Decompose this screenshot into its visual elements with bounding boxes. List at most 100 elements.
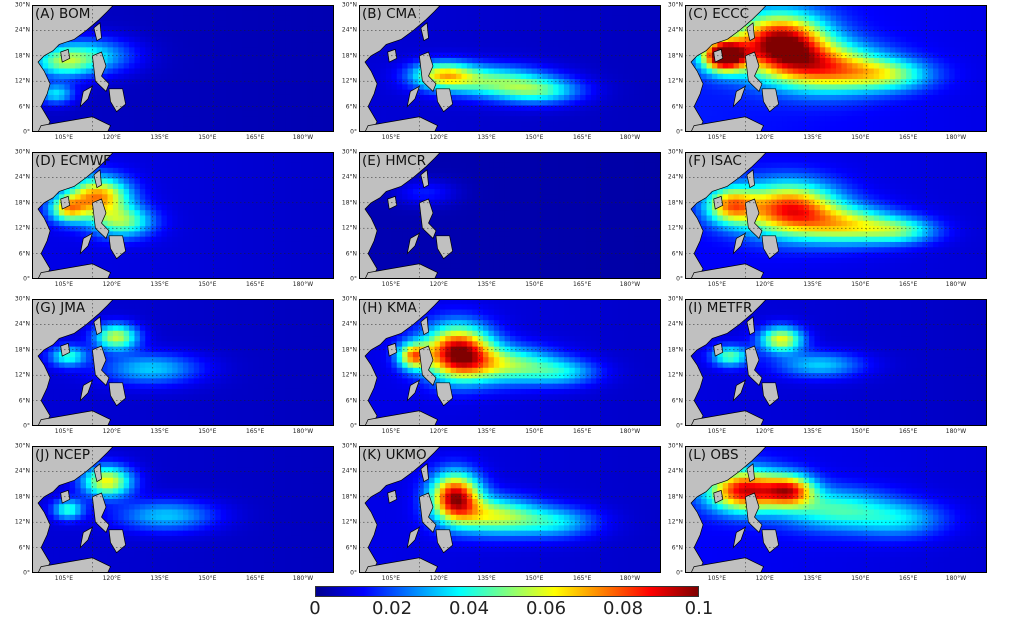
land-shape [435,529,453,554]
map-panel: (B) CMA [359,5,661,132]
panel-label: (L) OBS [688,447,739,463]
lon-tick-label: 150°E [198,134,217,141]
panel-label: (C) ECCC [688,6,750,22]
land-shape [685,152,767,279]
density-field [685,299,987,426]
lon-tick-label: 135°E [150,428,169,435]
colorbar-tick: 0.1 [684,598,714,619]
density-map [32,446,334,573]
lon-tick-label: 165°E [573,575,592,582]
lon-tick-label: 165°E [246,575,265,582]
lat-tick-label: 6°N [18,544,30,552]
land-shape [359,446,441,573]
density-map [359,152,661,279]
lat-tick-label: 18°N [14,493,30,501]
lon-tick-label: 150°E [851,134,870,141]
land-shape [406,232,421,255]
land-shape [79,379,94,402]
lat-tick-label: 0° [350,422,357,430]
lon-tick-label: 105°E [54,428,74,435]
land-shape [79,85,94,108]
lat-tick-label: 30°N [667,295,683,303]
lat-tick-label: 18°N [341,493,357,501]
lon-tick-label: 150°E [525,134,544,141]
land-shape [746,169,755,189]
lat-tick-label: 24°N [667,467,683,475]
lon-tick-label: 120°E [429,428,448,435]
panel-label: (J) NCEP [35,447,91,463]
lat-tick-label: 30°N [14,148,30,156]
land-shape [746,22,755,42]
lon-tick-label: 120°E [429,134,448,141]
lon-tick-label: 120°E [429,281,448,288]
density-map [685,5,987,132]
panel-label: (G) JMA [35,300,86,316]
land-shape [406,85,421,108]
lat-tick-label: 6°N [18,250,30,258]
lon-tick-label: 105°E [381,575,401,582]
lon-tick-label: 105°E [707,134,727,141]
lat-tick-label: 18°N [14,199,30,207]
lon-tick-label: 105°E [54,281,74,288]
lat-tick-label: 6°N [345,250,357,258]
lon-tick-label: 120°E [755,134,774,141]
land-shape [420,463,429,483]
lat-tick-label: 24°N [14,173,30,181]
lat-tick-label: 0° [350,128,357,136]
land-shape [32,5,114,132]
lat-tick-label: 18°N [341,199,357,207]
land-shape [685,299,767,426]
lat-tick-label: 30°N [341,1,357,9]
lon-tick-label: 105°E [707,281,727,288]
land-shape [761,529,779,554]
land-shape [732,232,747,255]
lat-tick-label: 0° [350,569,357,577]
land-mask [685,5,779,132]
land-shape [745,51,763,93]
map-panel: (E) HMCR [359,152,661,279]
lat-tick-label: 0° [676,275,683,283]
land-shape [93,22,102,42]
land-mask [359,152,453,279]
map-panel: (D) ECMWF [32,152,334,279]
lon-tick-label: 120°E [755,575,774,582]
lon-tick-label: 165°E [246,428,265,435]
lat-tick-label: 12°N [341,518,357,526]
lat-tick-label: 0° [350,275,357,283]
lon-tick-label: 105°E [54,134,74,141]
lon-tick-label: 120°E [102,575,121,582]
lon-tick-label: 120°E [755,281,774,288]
lon-tick-label: 135°E [477,281,496,288]
land-shape [406,526,421,549]
land-shape [435,88,453,113]
land-mask [359,446,453,573]
land-shape [419,51,437,93]
lon-tick-label: 135°E [150,134,169,141]
lat-tick-label: 0° [23,422,30,430]
land-mask [685,299,779,426]
gridlines [359,299,661,426]
density-map [685,152,987,279]
gridlines [32,152,334,279]
lat-tick-label: 24°N [341,26,357,34]
lon-tick-label: 150°E [851,428,870,435]
map-panel: (C) ECCC [685,5,987,132]
land-mask [32,446,126,573]
lon-tick-label: 150°E [851,575,870,582]
lat-tick-label: 6°N [671,250,683,258]
lon-tick-label: 135°E [477,575,496,582]
land-shape [79,526,94,549]
lon-tick-label: 165°E [573,281,592,288]
land-shape [364,263,438,279]
lat-tick-label: 18°N [667,52,683,60]
land-shape [108,235,126,260]
land-shape [359,5,441,132]
lon-tick-label: 150°E [198,281,217,288]
lat-tick-label: 24°N [341,320,357,328]
lat-tick-label: 24°N [14,320,30,328]
colorbar-tick: 0.02 [371,598,413,619]
lat-tick-label: 12°N [341,371,357,379]
lon-tick-label: 135°E [477,428,496,435]
gridlines [359,446,661,573]
lon-tick-label: 135°E [477,134,496,141]
